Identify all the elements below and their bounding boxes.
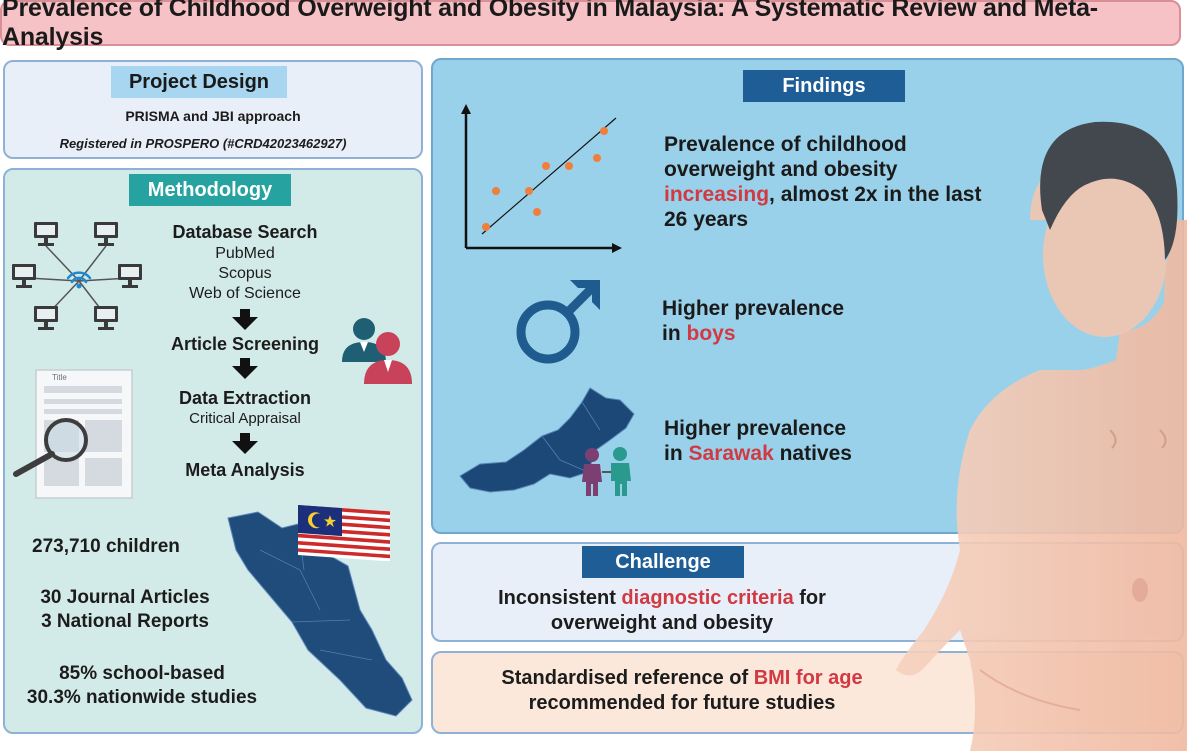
project-design-header: Project Design	[111, 66, 287, 98]
challenge-header: Challenge	[582, 546, 744, 578]
page-title: Prevalence of Childhood Overweight and O…	[0, 0, 1181, 51]
findings-header: Findings	[743, 70, 905, 102]
national-reports-count: 3 National Reports	[41, 611, 209, 632]
recommendation-text-start: Standardised reference of	[501, 667, 749, 689]
finding-3-highlight: Sarawak	[688, 442, 774, 465]
wifi-icon	[66, 271, 92, 284]
finding-2-in: in	[662, 322, 681, 345]
school-based-stat: 85% school-based	[59, 663, 225, 684]
recommendation-highlight: BMI for age	[753, 667, 863, 689]
finding-boys: Higher prevalence in boys	[662, 296, 892, 346]
finding-3-text-end: natives	[779, 442, 852, 465]
database-pubmed: PubMed	[215, 245, 275, 262]
finding-3-in: in	[664, 442, 683, 465]
challenge-highlight: diagnostic criteria	[621, 587, 794, 609]
database-search-label: Database Search	[172, 222, 318, 242]
finding-1-text-end: , almost 2x in the last 26 years	[664, 183, 982, 231]
data-extraction-label: Data Extraction	[178, 388, 312, 408]
document-title-text: Title	[52, 373, 67, 382]
flow-arrow-3-stem	[240, 433, 250, 442]
children-count: 273,710 children	[32, 536, 180, 557]
male-symbol-icon	[516, 280, 600, 364]
document-magnifier-icon	[13, 369, 133, 499]
challenge-text-end: for	[799, 587, 826, 609]
people-icon	[342, 318, 412, 384]
database-wos: Web of Science	[189, 285, 301, 302]
approach-text: PRISMA and JBI approach	[125, 108, 301, 124]
flow-arrow-2	[232, 366, 258, 379]
finding-sarawak: Higher prevalence in Sarawak natives	[664, 416, 894, 466]
nationwide-stat: 30.3% nationwide studies	[26, 687, 258, 708]
database-scopus: Scopus	[218, 265, 272, 282]
computer-network-icon	[12, 222, 142, 330]
recommendation-line-2: recommended for future studies	[528, 692, 836, 714]
scatter-trend-icon	[461, 104, 622, 253]
children-icon	[582, 447, 631, 496]
flow-arrow-2-stem	[240, 358, 250, 367]
finding-2-text: Higher prevalence	[662, 297, 845, 320]
methodology-header: Methodology	[129, 174, 291, 206]
flow-arrow-1-stem	[240, 309, 250, 318]
finding-1-highlight: increasing	[664, 183, 770, 206]
east-malaysia-map	[459, 387, 635, 493]
article-screening-label: Article Screening	[170, 334, 320, 354]
finding-increasing: Prevalence of childhood overweight and o…	[664, 132, 994, 232]
child-illustration	[896, 121, 1187, 751]
journal-articles-count: 30 Journal Articles	[40, 587, 210, 608]
challenge-line-2: overweight and obesity	[550, 612, 774, 634]
meta-analysis-label: Meta Analysis	[185, 460, 305, 480]
finding-1-text: Prevalence of childhood overweight and o…	[664, 133, 907, 181]
critical-appraisal-label: Critical Appraisal	[189, 410, 301, 427]
finding-3-text: Higher prevalence	[664, 417, 847, 440]
flow-arrow-1	[232, 317, 258, 330]
challenge-text-start: Inconsistent	[498, 587, 616, 609]
malaysia-flag-icon	[298, 505, 390, 561]
registration-text: Registered in PROSPERO (#CRD42023462927)	[59, 136, 347, 151]
recommendation-text: Standardised reference of BMI for age re…	[462, 666, 902, 716]
flow-arrow-3	[232, 441, 258, 454]
challenge-text: Inconsistent diagnostic criteria for ove…	[462, 586, 862, 636]
finding-2-highlight: boys	[686, 322, 736, 345]
